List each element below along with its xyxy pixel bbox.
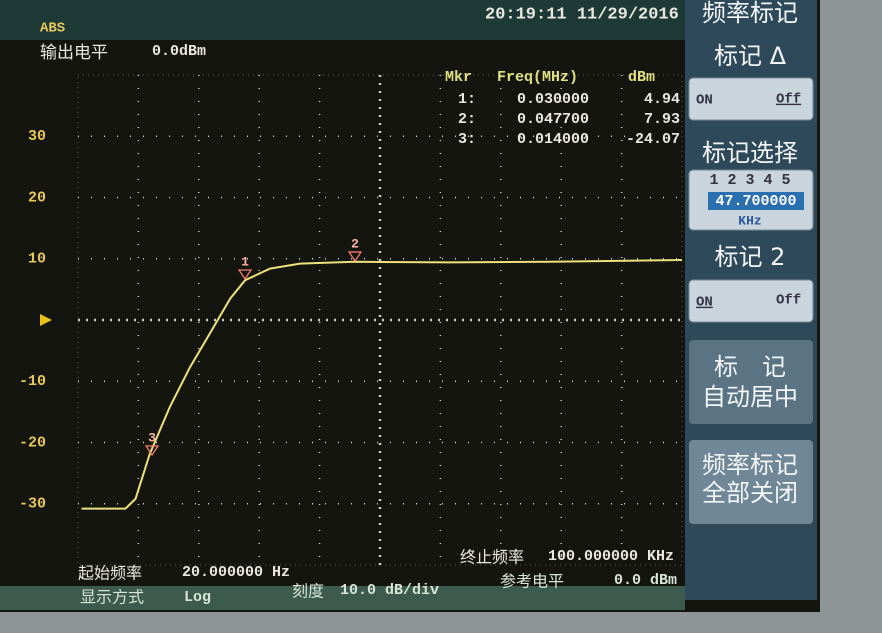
unit: KHz [738,213,761,228]
output-level-value: 0.0dBm [152,43,206,60]
stop-label: 终止频率 [460,548,524,567]
key-line: 标 记 [714,353,786,381]
start-label: 起始频率 [78,564,142,583]
key-label: 标记 Δ [714,42,787,70]
on: ON [696,295,713,311]
input-value: 47.700000 [715,193,796,210]
key-line: 全部关闭 [702,479,798,507]
on: ON [696,93,713,109]
cell: 0.030000 [517,91,589,108]
marker-label: 2 [351,236,359,251]
stop-value: 100.000000 KHz [548,548,674,565]
cell: 0.047700 [517,111,589,128]
marker-glyph [347,251,363,263]
toggle[interactable] [688,77,814,121]
y-tick-label: 30 [28,128,46,145]
plot: -30 -20 -10 10 20 30 1 2 3 [19,74,683,566]
cell: 4.94 [644,91,680,108]
key[interactable] [689,440,813,524]
marker-glyph [144,445,160,457]
display [0,0,820,612]
trace [81,259,683,510]
menu-title: 频率标记 [702,0,798,27]
y-tick-label: -30 [19,496,46,513]
status-bar [0,0,685,40]
y-tick-label: -10 [19,373,46,390]
output-level-label: 输出电平 [40,43,108,63]
key-line: 自动居中 [702,383,798,411]
cell: 3: [458,131,476,148]
header: Mkr [445,69,472,86]
ref-label: 参考电平 [500,572,564,591]
options: 1 2 3 4 5 [709,172,790,189]
marker-label: 1 [241,254,249,269]
start-value: 20.000000 Hz [182,564,290,581]
bottom-bar [0,586,685,610]
cell: 2: [458,111,476,128]
y-tick-label: -20 [19,434,46,451]
marker-table: Mkr Freq(MHz) dBm 1: 0.030000 4.94 2: 0.… [445,69,680,148]
key-label: 标记选择 [702,139,798,167]
cell: -24.07 [626,131,680,148]
softkey-panel: 频率标记 标记 Δ ON Off 标记选择 1 2 3 4 5 47.70000… [685,0,817,600]
y-tick-label: 20 [28,189,46,206]
display-value: Log [184,589,211,606]
toggle[interactable] [688,279,814,323]
marker-label: 3 [148,430,156,445]
key-label: 标记 2 [715,243,786,271]
cell: 0.014000 [517,131,589,148]
marker-glyph [237,269,253,281]
off: Off [776,293,801,309]
cell: 7.93 [644,111,680,128]
scale-value: 10.0 dB/div [340,582,439,599]
key-line: 频率标记 [702,451,798,479]
display-label: 显示方式 [80,588,144,607]
off: Off [776,92,801,108]
key[interactable] [689,340,813,424]
mode: ABS [40,21,65,37]
input-field[interactable] [708,192,804,210]
ref-value: 0.0 dBm [614,572,677,589]
header: dBm [628,69,655,86]
scale-label: 刻度 [292,582,324,601]
cell: 1: [458,91,476,108]
datetime: 20:19:11 11/29/2016 [485,5,679,24]
header: Freq(MHz) [497,69,578,86]
ref-level-arrow [40,314,52,326]
y-tick-label: 10 [28,251,46,268]
